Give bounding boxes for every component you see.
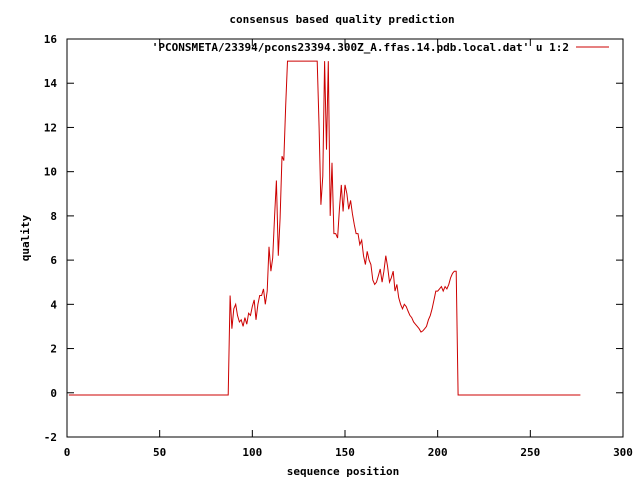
- y-tick-label: 10: [44, 166, 57, 179]
- x-tick-label: 50: [153, 446, 166, 459]
- y-tick-label: 2: [50, 343, 57, 356]
- legend-entry-label: 'PCONSMETA/23394/pcons23394.300Z_A.ffas.…: [152, 41, 569, 54]
- y-tick-label: 6: [50, 254, 57, 267]
- y-tick-label: 0: [50, 387, 57, 400]
- x-axis-ticks: 0 50 100 150 200 250 300: [64, 39, 633, 459]
- y-tick-label: 4: [50, 298, 57, 311]
- x-tick-label: 200: [428, 446, 448, 459]
- y-tick-label: 14: [44, 77, 58, 90]
- x-tick-label: 100: [242, 446, 262, 459]
- chart-title: consensus based quality prediction: [229, 13, 454, 26]
- y-tick-label: 16: [44, 33, 58, 46]
- x-tick-label: 0: [64, 446, 71, 459]
- x-tick-label: 150: [335, 446, 355, 459]
- y-tick-label: 12: [44, 121, 57, 134]
- x-tick-label: 300: [613, 446, 633, 459]
- x-tick-label: 250: [520, 446, 540, 459]
- y-tick-label: 8: [50, 210, 57, 223]
- series-layer: [68, 60, 581, 396]
- plot-frame: [66, 38, 624, 438]
- x-axis-label: sequence position: [287, 465, 400, 478]
- y-axis-ticks: -2 0 2 4 6 8 10 12 14 16: [44, 33, 623, 444]
- series-line: [68, 60, 581, 396]
- y-axis-label: quality: [19, 214, 32, 261]
- y-tick-label: -2: [44, 431, 57, 444]
- legend: 'PCONSMETA/23394/pcons23394.300Z_A.ffas.…: [152, 41, 609, 54]
